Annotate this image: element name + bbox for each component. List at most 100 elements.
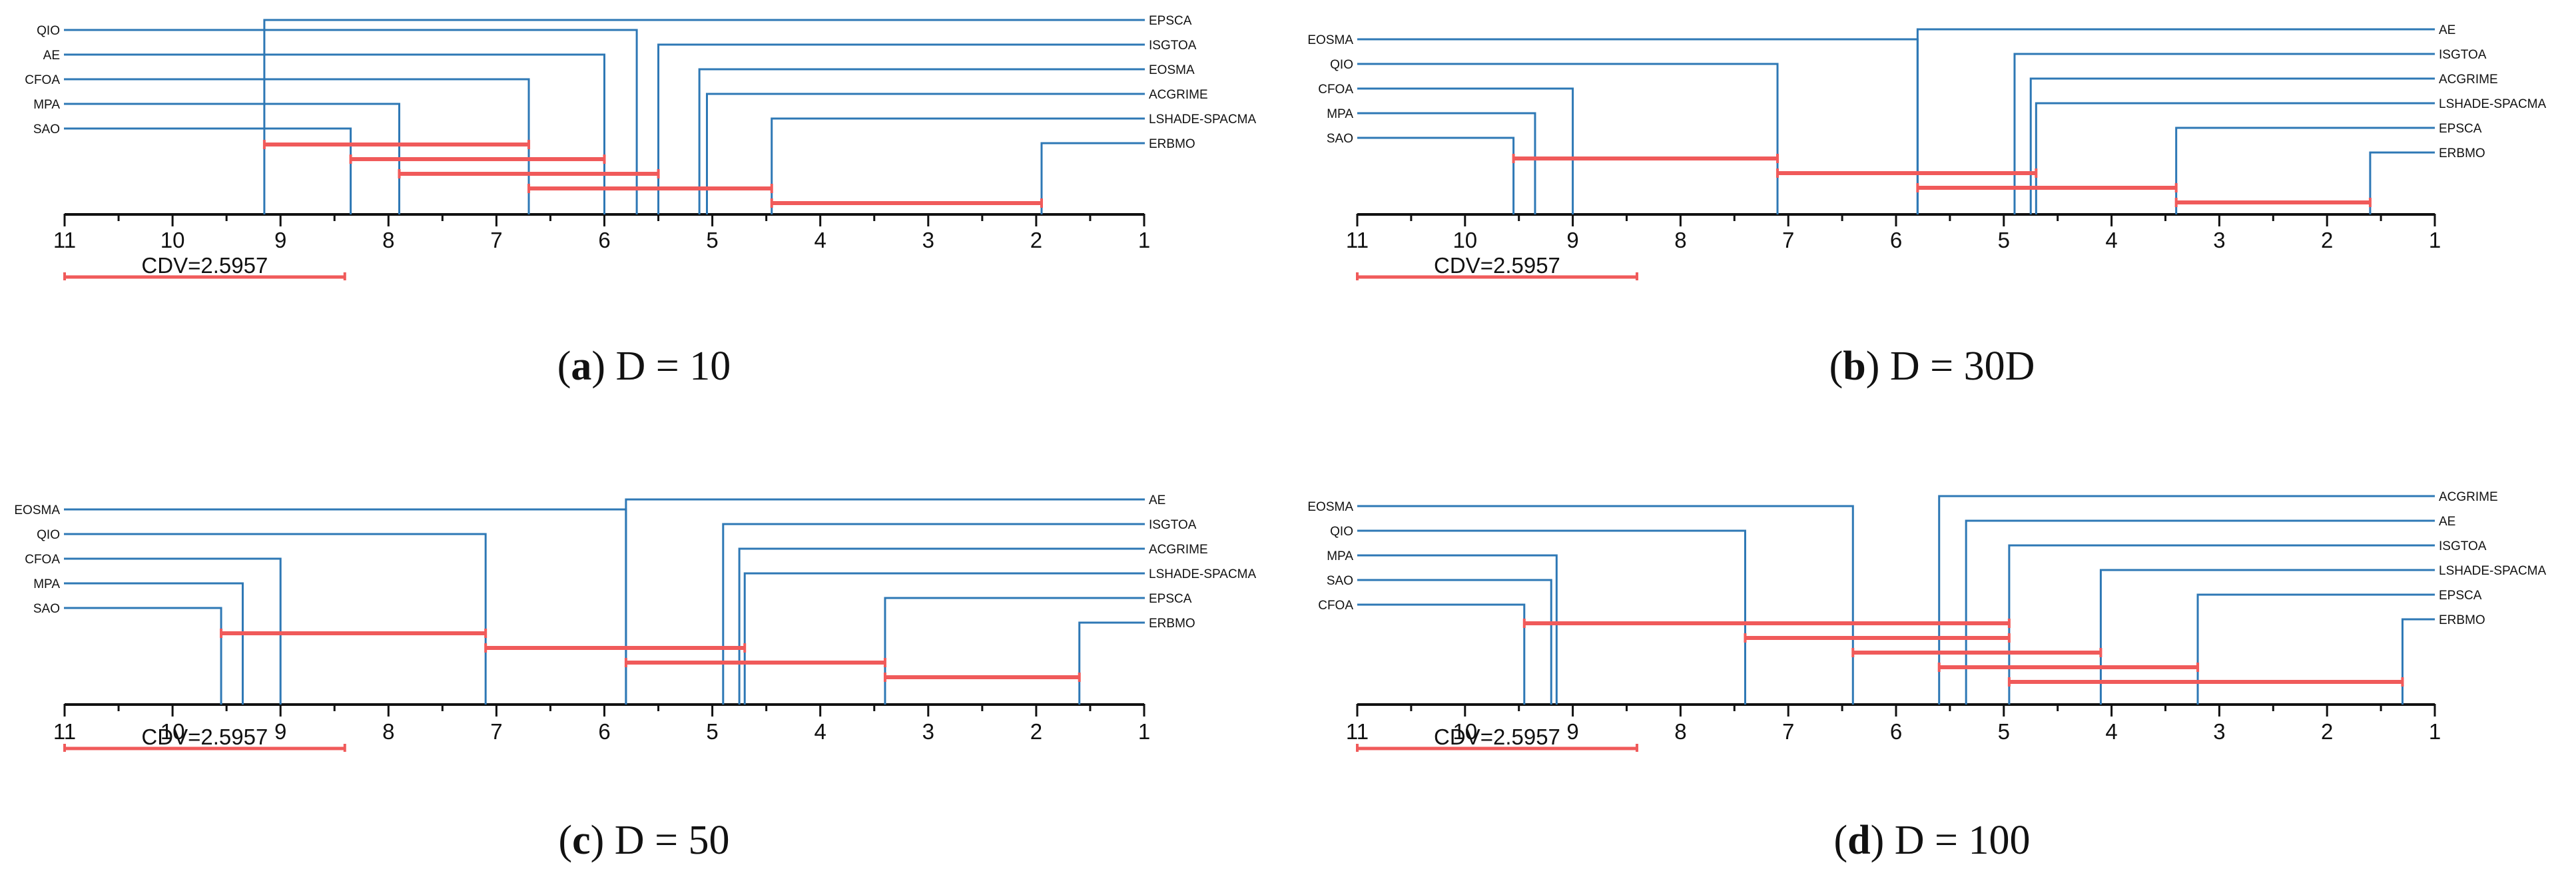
tick-label: 5 bbox=[706, 228, 718, 252]
algorithm-label-mpa: MPA bbox=[33, 98, 60, 112]
algorithm-label-epsca: EPSCA bbox=[2439, 122, 2482, 136]
rank-connector-cfoa bbox=[1357, 603, 1526, 705]
tick-label: 2 bbox=[2321, 719, 2333, 744]
cd-value-label: CDV=2.5957 bbox=[141, 253, 268, 278]
rank-connector-qio bbox=[1357, 529, 1746, 705]
cd-diagram-c: 11 10 9 8 7 6 5 4 3 2 1 EOSMA QIO CFOA MPA SAO AE ISGTOA A… bbox=[14, 493, 1257, 752]
tick-label: 4 bbox=[2105, 228, 2117, 252]
rank-connector-ae bbox=[1916, 28, 2435, 214]
cd-diagram-a: 11 10 9 8 7 6 5 4 3 2 1 QIO AE CFOA MPA SAO EPSCA ISGTOA E… bbox=[25, 14, 1257, 280]
tick-label: 11 bbox=[1346, 719, 1369, 744]
algorithm-label-isgtoa: ISGTOA bbox=[1149, 518, 1197, 532]
tick-label: 4 bbox=[814, 228, 826, 252]
rank-connector-acgrime bbox=[738, 547, 1145, 705]
tick-label: 1 bbox=[2429, 228, 2441, 252]
algorithm-label-acgrime: ACGRIME bbox=[1149, 88, 1208, 102]
rank-connector-epsca bbox=[263, 19, 1145, 214]
algorithm-label-epsca: EPSCA bbox=[1149, 592, 1192, 606]
tick-label: 2 bbox=[1030, 719, 1042, 744]
rank-connector-cfoa bbox=[64, 78, 530, 214]
caption-b: (b) D = 30D bbox=[1829, 344, 2035, 389]
rank-connector-cfoa bbox=[1357, 87, 1574, 214]
panel-b: 11 10 9 8 7 6 5 4 3 2 1 EOSMA QIO CFOA MPA SAO AE ISGTOA A… bbox=[1288, 0, 2576, 440]
tick-label: 2 bbox=[1030, 228, 1042, 252]
rank-connector-lshade-spacma bbox=[2035, 102, 2435, 214]
tick-label: 5 bbox=[1998, 719, 2010, 744]
algorithm-label-ae: AE bbox=[2439, 515, 2455, 529]
rank-connector-sao bbox=[64, 607, 222, 705]
rank-connector-acgrime bbox=[705, 93, 1145, 214]
rank-connector-epsca bbox=[2196, 593, 2435, 705]
rank-connector-acgrime bbox=[2029, 77, 2435, 214]
algorithm-label-epsca: EPSCA bbox=[2439, 589, 2482, 603]
algorithm-label-erbmo: ERBMO bbox=[1149, 137, 1195, 151]
tick-label: 1 bbox=[1138, 228, 1150, 252]
rank-connector-isgtoa bbox=[722, 523, 1145, 705]
tick-label: 3 bbox=[2213, 228, 2225, 252]
tick-label: 7 bbox=[490, 719, 502, 744]
caption-d: (d) D = 100 bbox=[1833, 818, 2031, 863]
algorithm-label-isgtoa: ISGTOA bbox=[2439, 539, 2487, 553]
tick-label: 9 bbox=[1566, 719, 1578, 744]
algorithm-label-lshade-spacma: LSHADE-SPACMA bbox=[1149, 113, 1257, 127]
rank-connector-mpa bbox=[1357, 112, 1536, 214]
tick-label: 9 bbox=[274, 719, 286, 744]
cd-value-label: CDV=2.5957 bbox=[1434, 725, 1560, 749]
rank-connector-lshade-spacma bbox=[2099, 569, 2435, 705]
rank-connector-acgrime bbox=[1938, 495, 2435, 705]
tick-label: 6 bbox=[1890, 719, 1902, 744]
tick-label: 8 bbox=[1674, 719, 1686, 744]
algorithm-label-eosma: EOSMA bbox=[14, 503, 60, 517]
algorithm-label-mpa: MPA bbox=[1327, 107, 1353, 121]
rank-connector-ae bbox=[625, 498, 1145, 705]
rank-connector-eosma bbox=[1357, 38, 1919, 214]
tick-label: 7 bbox=[490, 228, 502, 252]
rank-connector-sao bbox=[64, 127, 352, 214]
rank-connector-sao bbox=[1357, 137, 1515, 214]
tick-label: 11 bbox=[1346, 228, 1369, 252]
algorithm-label-acgrime: ACGRIME bbox=[2439, 73, 2498, 87]
tick-label: 3 bbox=[922, 228, 934, 252]
algorithm-label-mpa: MPA bbox=[33, 577, 60, 591]
tick-label: 3 bbox=[922, 719, 934, 744]
algorithm-label-lshade-spacma: LSHADE-SPACMA bbox=[1149, 567, 1257, 581]
tick-label: 10 bbox=[1452, 719, 1477, 744]
algorithm-label-cfoa: CFOA bbox=[1318, 599, 1353, 613]
panel-c: 11 10 9 8 7 6 5 4 3 2 1 EOSMA QIO CFOA MPA SAO AE ISGTOA A… bbox=[0, 479, 1288, 879]
rank-connector-mpa bbox=[64, 103, 401, 214]
algorithm-label-lshade-spacma: LSHADE-SPACMA bbox=[2439, 564, 2547, 578]
algorithm-label-sao: SAO bbox=[33, 602, 60, 616]
rank-connector-sao bbox=[1357, 579, 1552, 705]
rank-connector-qio bbox=[64, 29, 638, 214]
algorithm-label-cfoa: CFOA bbox=[25, 553, 60, 567]
algorithm-label-sao: SAO bbox=[1327, 574, 1353, 588]
algorithm-label-sao: SAO bbox=[1327, 132, 1353, 146]
tick-label: 10 bbox=[1452, 228, 1477, 252]
algorithm-label-erbmo: ERBMO bbox=[1149, 617, 1195, 631]
algorithm-label-cfoa: CFOA bbox=[1318, 83, 1353, 97]
cd-value-label: CDV=2.5957 bbox=[141, 725, 268, 749]
algorithm-label-erbmo: ERBMO bbox=[2439, 613, 2485, 627]
tick-label: 1 bbox=[2429, 719, 2441, 744]
algorithm-label-cfoa: CFOA bbox=[25, 73, 60, 87]
tick-label: 5 bbox=[706, 719, 718, 744]
algorithm-label-acgrime: ACGRIME bbox=[1149, 543, 1208, 557]
algorithm-label-qio: QIO bbox=[37, 528, 60, 542]
rank-connector-mpa bbox=[1357, 554, 1558, 705]
tick-label: 9 bbox=[274, 228, 286, 252]
rank-connector-lshade-spacma bbox=[743, 572, 1145, 705]
algorithm-label-ae: AE bbox=[43, 49, 60, 63]
algorithm-label-qio: QIO bbox=[1330, 525, 1353, 539]
algorithm-label-lshade-spacma: LSHADE-SPACMA bbox=[2439, 97, 2547, 111]
tick-label: 7 bbox=[1782, 719, 1794, 744]
tick-label: 2 bbox=[2321, 228, 2333, 252]
algorithm-label-eosma: EOSMA bbox=[1149, 63, 1195, 77]
rank-connector-lshade-spacma bbox=[771, 117, 1145, 214]
rank-connector-erbmo bbox=[2369, 151, 2435, 214]
algorithm-label-eosma: EOSMA bbox=[1307, 500, 1353, 514]
algorithm-label-ae: AE bbox=[2439, 23, 2455, 37]
algorithm-label-mpa: MPA bbox=[1327, 549, 1353, 563]
algorithm-label-isgtoa: ISGTOA bbox=[1149, 39, 1197, 53]
algorithm-label-erbmo: ERBMO bbox=[2439, 146, 2485, 160]
rank-connector-ae bbox=[1965, 519, 2435, 705]
